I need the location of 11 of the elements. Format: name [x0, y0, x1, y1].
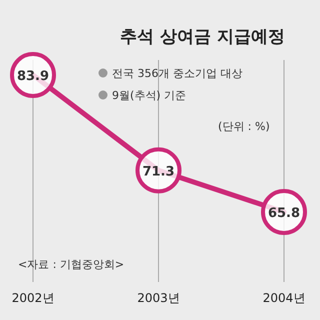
- chart-title: 추석 상여금 지급예정: [120, 27, 285, 47]
- annotation: 전국 356개 중소기업 대상: [112, 67, 242, 80]
- annotation: 9월(추석) 기준: [112, 89, 186, 102]
- annotation: (단위 : %): [218, 120, 270, 133]
- data-label: 83.9: [16, 69, 50, 84]
- text: <자료 : 기협중앙회>: [18, 258, 124, 271]
- x-tick-label: 2003년: [137, 291, 180, 305]
- x-tick-label: 2002년: [12, 291, 54, 305]
- x-tick-label: 2004년: [262, 291, 306, 305]
- data-label: 65.8: [268, 206, 300, 221]
- data-label: 71.3: [142, 164, 175, 180]
